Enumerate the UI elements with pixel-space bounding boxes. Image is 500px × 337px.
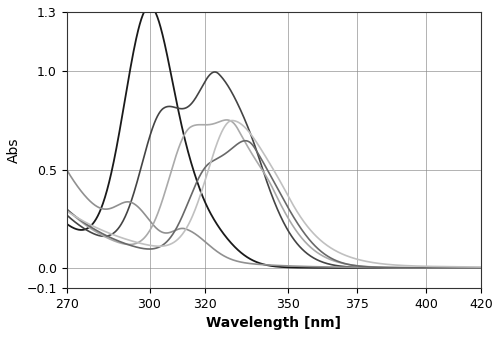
Y-axis label: Abs: Abs — [7, 137, 21, 163]
X-axis label: Wavelength [nm]: Wavelength [nm] — [206, 316, 342, 330]
